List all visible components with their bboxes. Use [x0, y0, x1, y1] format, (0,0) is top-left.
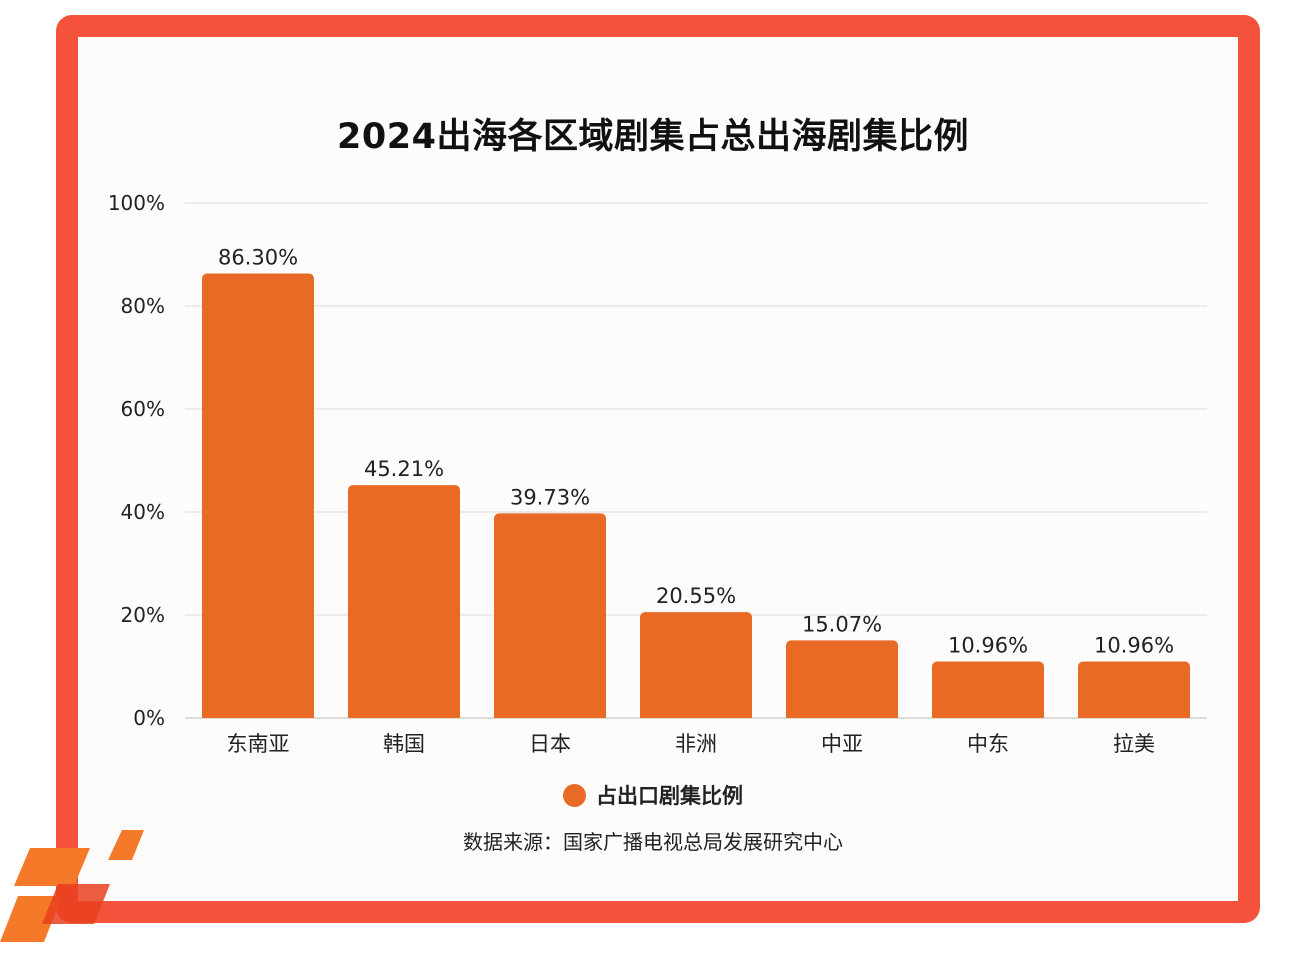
y-tick-label: 0%	[133, 706, 165, 730]
y-tick-label: 80%	[121, 294, 165, 318]
y-axis-ticks: 0% 20% 40% 60% 80% 100%	[108, 191, 165, 730]
x-tick-label: 中亚	[821, 732, 863, 756]
data-label: 39.73%	[510, 485, 590, 509]
data-label: 20.55%	[656, 584, 736, 608]
x-tick-label: 中东	[967, 732, 1009, 756]
bar-base	[1078, 712, 1190, 718]
data-label: 45.21%	[364, 457, 444, 481]
legend-label: 占出口剧集比例	[596, 784, 743, 808]
source-note: 数据来源：国家广播电视总局发展研究中心	[463, 830, 843, 854]
chart-title: 2024出海各区域剧集占总出海剧集比例	[337, 117, 969, 157]
bar	[202, 273, 314, 718]
x-tick-label: 非洲	[675, 732, 717, 756]
x-tick-label: 拉美	[1113, 732, 1155, 756]
bar-base	[494, 712, 606, 718]
bar-base	[932, 712, 1044, 718]
y-tick-label: 40%	[121, 500, 165, 524]
bar	[348, 485, 460, 718]
y-tick-label: 20%	[121, 603, 165, 627]
bar	[786, 640, 898, 718]
bar-base	[640, 712, 752, 718]
x-tick-label: 韩国	[383, 732, 425, 756]
bars	[202, 273, 1190, 718]
data-label: 86.30%	[218, 246, 298, 270]
data-labels: 86.30% 45.21% 39.73% 20.55% 15.07% 10.96% 10.9…	[218, 246, 1174, 658]
x-axis-ticks: 东南亚 韩国 日本 非洲 中亚 中东 拉美	[227, 732, 1156, 756]
y-tick-label: 60%	[121, 397, 165, 421]
data-label: 10.96%	[948, 634, 1028, 658]
legend: 占出口剧集比例	[0, 780, 1306, 810]
bar-base	[348, 712, 460, 718]
data-label: 15.07%	[802, 612, 882, 636]
bar	[494, 513, 606, 718]
bar-base	[202, 712, 314, 718]
bar	[640, 612, 752, 718]
data-label: 10.96%	[1094, 634, 1174, 658]
bar	[932, 661, 1044, 718]
x-tick-label: 东南亚	[227, 732, 290, 756]
bar	[1078, 661, 1190, 718]
bar-base	[786, 712, 898, 718]
brand-logo-icon	[0, 830, 144, 942]
legend-swatch-icon	[563, 783, 586, 807]
y-tick-label: 100%	[108, 191, 165, 215]
x-tick-label: 日本	[529, 732, 571, 756]
